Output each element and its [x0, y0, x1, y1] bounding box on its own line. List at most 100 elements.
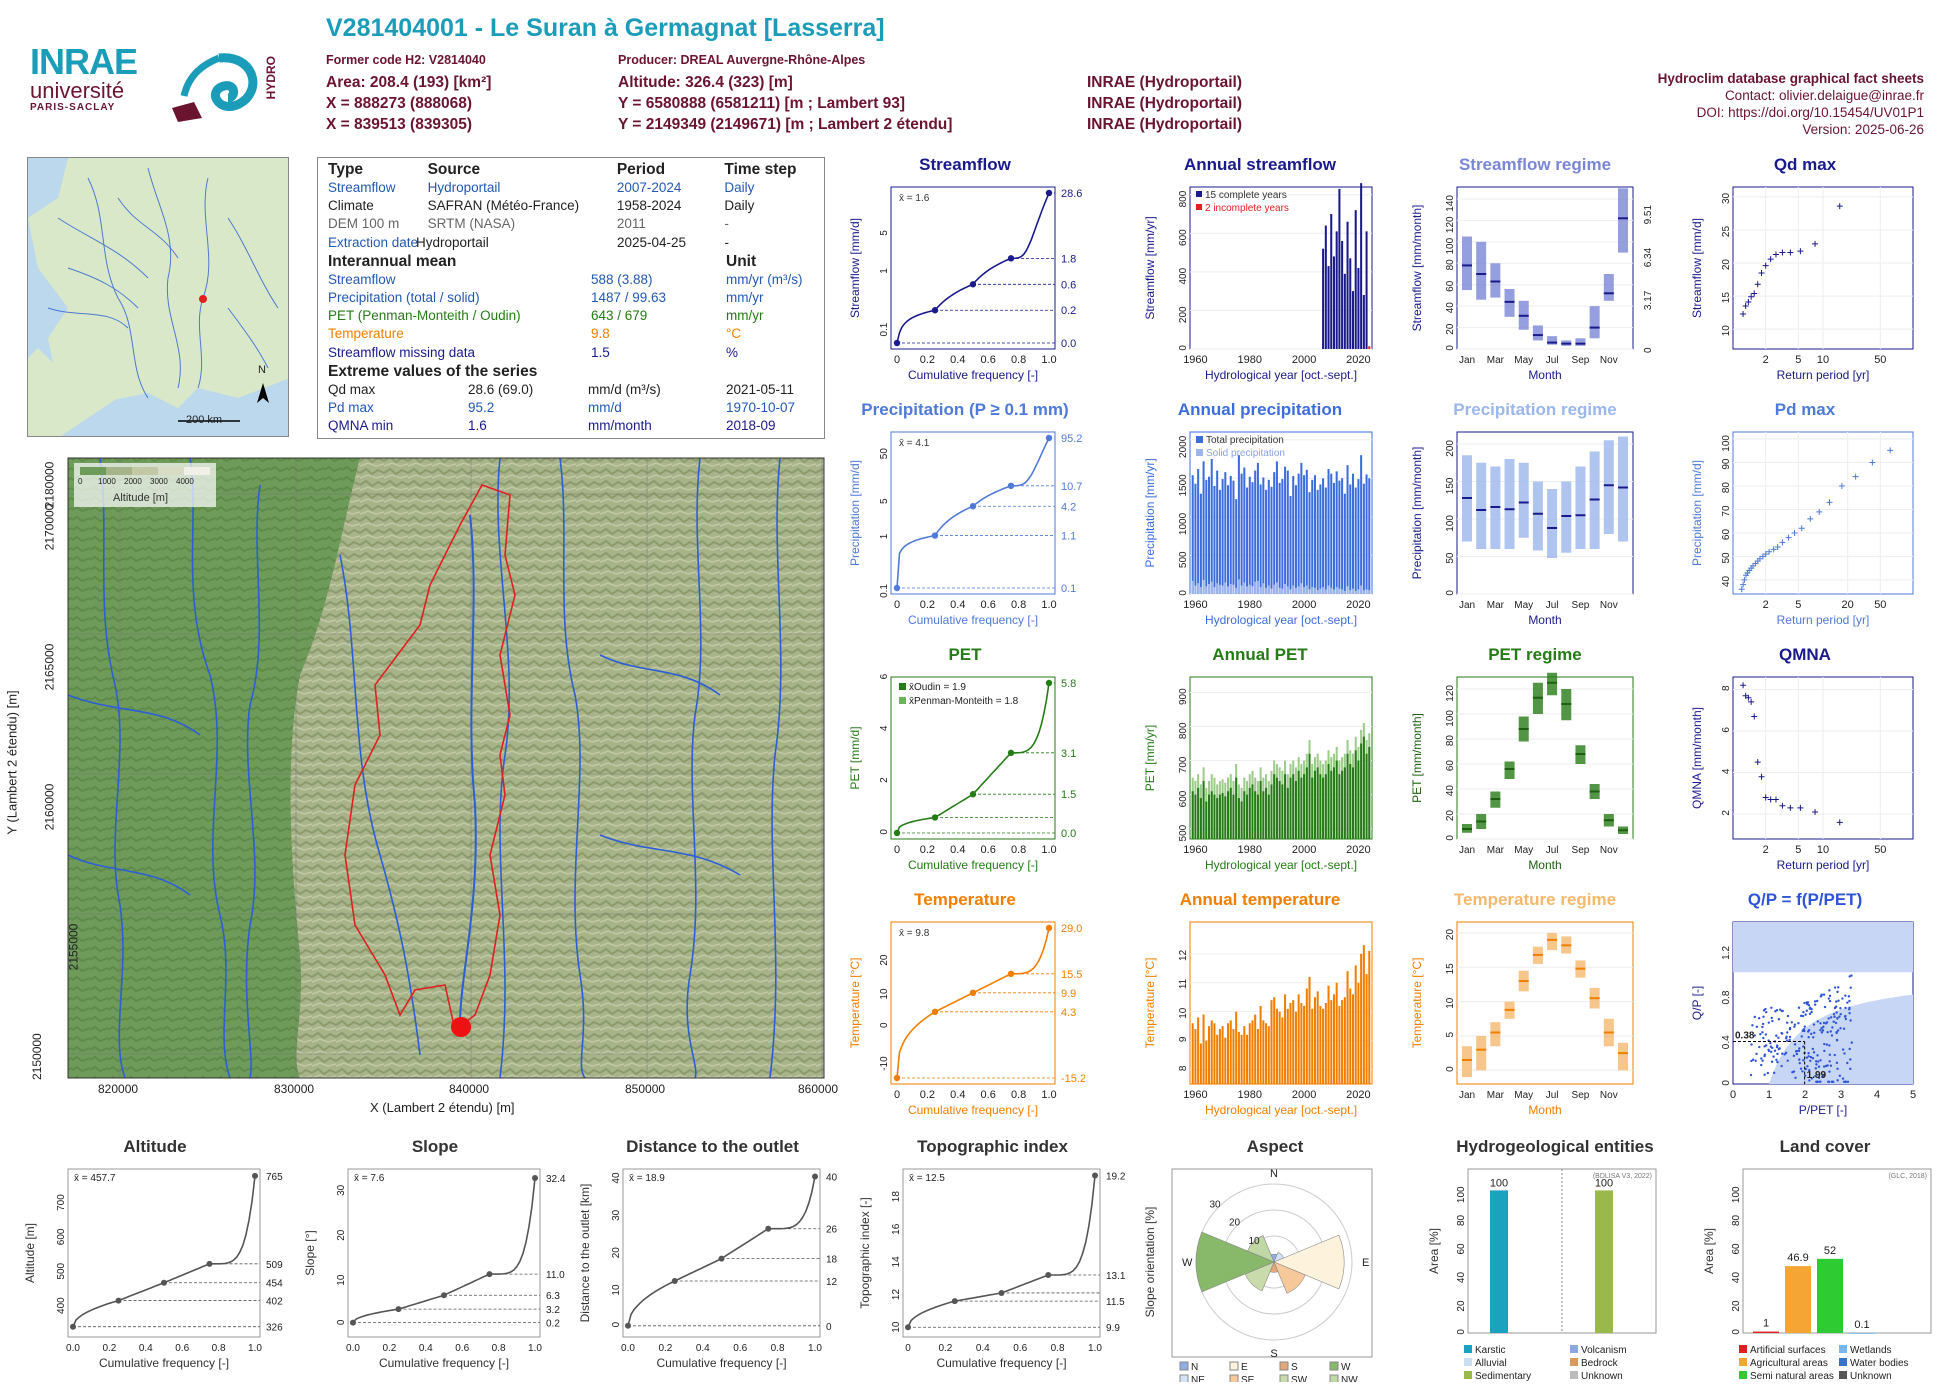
data-point — [1841, 997, 1844, 1000]
bar — [1338, 1005, 1341, 1084]
x-tick-label: 2000 — [1292, 844, 1316, 856]
bar-penman — [1224, 796, 1227, 839]
y-tick-label: 0 — [1445, 1066, 1456, 1072]
axis-label: Month — [1528, 368, 1561, 382]
bar — [1232, 480, 1235, 594]
extreme-head: Extreme values of the series — [328, 362, 538, 380]
y-tick-label: 2 — [1721, 810, 1732, 816]
bar-solid — [1232, 584, 1235, 594]
y-tick-label: 60 — [1456, 1243, 1467, 1255]
bar — [1490, 1190, 1508, 1333]
plot-frame — [1456, 431, 1634, 595]
bar — [1216, 1034, 1219, 1084]
bar — [1270, 486, 1273, 594]
data-point — [1761, 1059, 1764, 1062]
altitude-value: Altitude: 326.4 (323) [m] — [618, 74, 793, 91]
data-point — [1770, 1006, 1773, 1009]
bar — [1300, 1003, 1303, 1084]
info-row-streamflow: Streamflow Hydroportail 2007-2024 Daily — [328, 179, 814, 197]
plot-frame — [1456, 676, 1634, 840]
right-tick-label: 0.0 — [1061, 338, 1076, 350]
data-point — [1850, 1041, 1853, 1044]
chart-svg: 0 20 40 60 80 100 120 Jan Mar May Jul Sep Nov PET [mm… — [1410, 672, 1634, 872]
axis-label: PET [mm/month] — [1410, 713, 1424, 803]
data-point — [1787, 249, 1794, 256]
bar — [1368, 478, 1371, 594]
y-tick-label: 0 — [336, 1319, 347, 1325]
bar-solid — [1360, 585, 1363, 594]
data-point — [1748, 293, 1755, 300]
bar — [1191, 1023, 1194, 1084]
data-point — [1762, 262, 1769, 269]
cell: Qd max — [328, 381, 376, 397]
bar-solid — [1319, 588, 1322, 594]
y-tick-label: 600 — [1178, 790, 1189, 807]
bar — [1360, 455, 1363, 594]
quantile-point — [931, 307, 939, 314]
data-point — [1849, 1058, 1852, 1061]
data-point — [1822, 993, 1826, 996]
right-tick-label: 9.9 — [1061, 988, 1076, 1000]
bar — [1273, 472, 1276, 594]
bar — [1254, 470, 1257, 594]
data-point — [1798, 525, 1805, 532]
altitude_cdf-chart: Altitude 765 509 454 402 326 0.0 0.2 0.4 0.6 0.8 1.… — [20, 1137, 290, 1377]
chart-svg: 0 500 1000 1500 2000 1960 1980 2000 2020 Total pr… — [1143, 431, 1373, 627]
doi-link[interactable]: DOI: https://doi.org/10.15454/UV01P1 — [1696, 105, 1924, 120]
bar — [1297, 473, 1300, 594]
legend-label: Semi natural areas — [1750, 1371, 1834, 1382]
chart-title: PET regime — [1488, 645, 1582, 664]
data-point — [1742, 303, 1749, 310]
quantile-point — [1092, 1172, 1098, 1179]
bar — [1194, 483, 1197, 594]
data-point — [1769, 1045, 1773, 1048]
bar-solid — [1343, 590, 1346, 594]
right-tick-label: 15.5 — [1061, 969, 1082, 981]
data-point — [1807, 1052, 1810, 1055]
bar — [1216, 470, 1219, 594]
bar-solid — [1270, 588, 1273, 594]
chart-svg: 32.4 11.0 6.3 3.2 0.2 0.0 0.2 0.4 0.6 0.8 1.0 0 10 20… — [303, 1168, 566, 1370]
bar — [1262, 1020, 1265, 1084]
data-point — [1801, 1014, 1805, 1018]
data-point — [1784, 1036, 1788, 1040]
data-point — [1772, 1071, 1776, 1075]
data-point — [1836, 1029, 1840, 1032]
data-point — [1754, 1059, 1757, 1062]
chart-svg: 0 20 40 60 80 100 120 140 Jan Mar May Jul Sep Nov 0 3.1… — [1410, 186, 1654, 382]
map-ytick: 2165000 — [42, 643, 57, 691]
bar — [1224, 1037, 1227, 1084]
data-point — [1766, 548, 1773, 555]
legend-swatch — [1279, 1361, 1289, 1371]
bar-solid — [1237, 579, 1240, 594]
x-tick-label: 2020 — [1346, 599, 1370, 611]
bar — [1332, 256, 1335, 349]
data-point — [1828, 1053, 1832, 1056]
pet_regime-chart: PET regime 0 20 40 60 80 100 120 Jan Mar May Jul Sep… — [1405, 645, 1665, 881]
right-tick-label: 19.2 — [1106, 1172, 1126, 1183]
x-tick-label: Sep — [1572, 355, 1590, 366]
legend-swatch — [1839, 1345, 1847, 1353]
axis-label: Return period [yr] — [1777, 858, 1870, 872]
data-point — [1847, 995, 1851, 998]
data-point — [1818, 1080, 1822, 1083]
altitude-legend-tick-4: 4000 — [176, 477, 194, 486]
y-tick-label: 16 — [891, 1223, 902, 1235]
legend-label: S — [1291, 1362, 1298, 1373]
cell: Daily — [724, 198, 755, 214]
y-tick-label: 0 — [1178, 345, 1189, 351]
bar-solid — [1240, 585, 1243, 594]
bar — [1267, 479, 1270, 594]
legend-label: Solid precipitation — [1206, 448, 1285, 459]
right-tick-label: 3.1 — [1061, 748, 1076, 760]
data-point — [1844, 1080, 1847, 1083]
bar-penman — [1210, 791, 1213, 839]
right-tick-label: 6.34 — [1643, 247, 1654, 267]
bar — [1316, 489, 1319, 594]
axis-label: Cumulative frequency [-] — [908, 613, 1038, 627]
data-point — [1754, 281, 1761, 288]
data-point — [1802, 1059, 1805, 1062]
qd_max-chart: Qd max 10 15 20 25 30 2 5 10 50 Streamflow [mm/d] R… — [1685, 155, 1925, 391]
bar — [1262, 477, 1265, 594]
bar-value-label: 100 — [1490, 1177, 1508, 1189]
